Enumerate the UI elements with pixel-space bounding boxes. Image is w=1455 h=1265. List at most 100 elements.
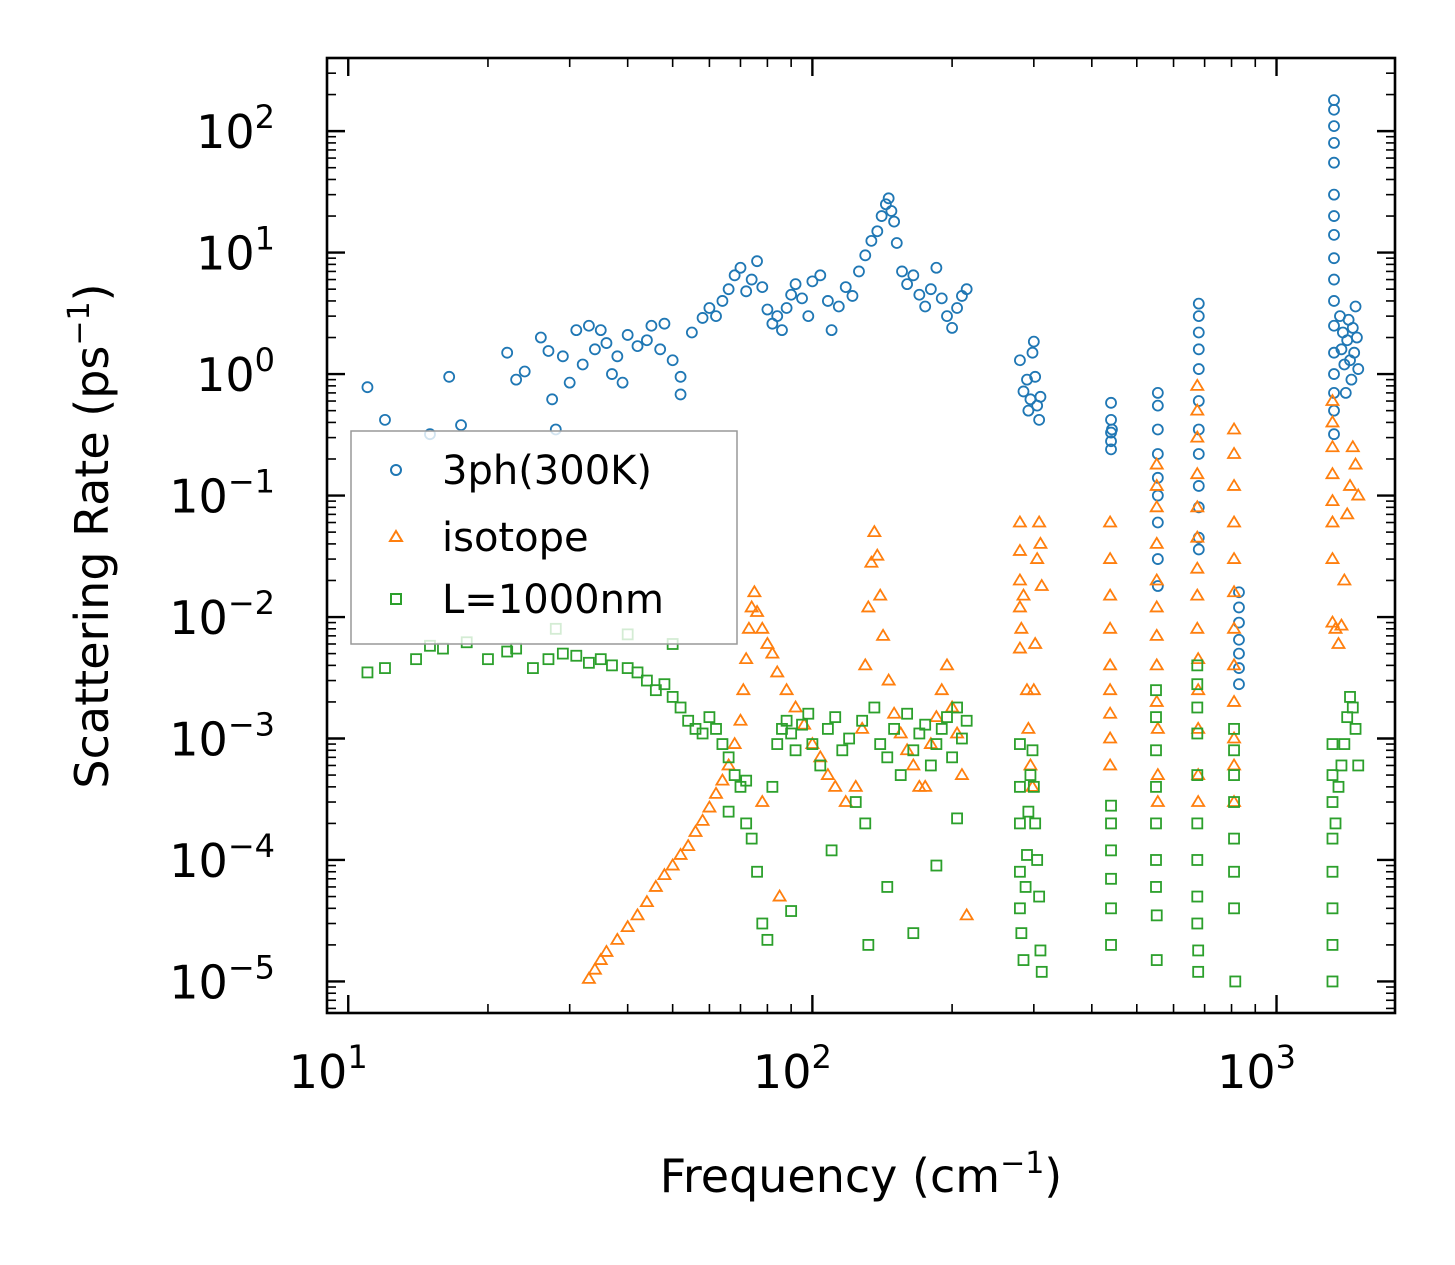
point-circle: [814, 269, 827, 282]
point-square: [1017, 954, 1030, 966]
point-triangle: [1102, 514, 1118, 528]
point-square: [1326, 938, 1339, 951]
point-circle: [631, 340, 644, 352]
point-circle: [740, 285, 753, 298]
point-circle: [1328, 368, 1340, 380]
point-square: [881, 881, 894, 893]
point-circle: [780, 302, 793, 314]
point-circle: [501, 346, 514, 359]
point-square: [930, 859, 943, 872]
point-triangle: [593, 952, 609, 965]
point-triangle: [620, 919, 636, 933]
point-circle: [853, 265, 865, 278]
point-triangle: [1102, 621, 1118, 634]
point-circle: [859, 249, 872, 262]
point-circle: [825, 324, 838, 337]
point-triangle: [939, 657, 955, 671]
point-square: [658, 678, 671, 691]
point-square: [1191, 817, 1204, 830]
point-circle: [1151, 516, 1164, 529]
point-triangle: [708, 786, 724, 799]
point-square: [907, 927, 920, 940]
point-square: [1191, 701, 1204, 714]
series-2: [361, 622, 1365, 988]
point-square: [527, 662, 539, 674]
x-axis-title-end: ): [1044, 1149, 1062, 1203]
point-square: [1326, 865, 1339, 878]
point-circle: [832, 300, 845, 313]
point-circle: [563, 376, 576, 389]
point-triangle: [598, 944, 615, 957]
point-square: [1105, 817, 1117, 830]
point-triangle: [899, 742, 915, 756]
point-triangle: [1324, 414, 1341, 428]
point-circle: [1335, 343, 1348, 356]
point-circle: [1105, 435, 1117, 448]
point-circle: [600, 337, 613, 349]
point-square: [745, 832, 758, 845]
point-triangle: [1324, 393, 1341, 406]
point-triangle: [1190, 651, 1206, 665]
point-square: [1027, 780, 1040, 793]
point-square: [946, 751, 958, 764]
point-square: [1150, 817, 1162, 830]
y-tick-label: 10−5: [169, 948, 275, 1009]
point-circle: [896, 265, 908, 278]
point-triangle: [787, 699, 804, 713]
point-square: [1150, 854, 1162, 866]
point-circle: [802, 310, 815, 323]
point-triangle: [1015, 587, 1032, 601]
point-square: [410, 653, 422, 666]
point-square: [766, 780, 779, 793]
point-triangle: [1226, 621, 1242, 634]
point-square: [631, 666, 644, 679]
point-square: [1014, 780, 1026, 793]
point-triangle: [1190, 767, 1206, 780]
point-triangle: [1350, 487, 1366, 501]
point-square: [1192, 965, 1205, 978]
point-circle: [1105, 443, 1117, 456]
point-square: [682, 714, 695, 727]
legend-label-3ph: 3ph(300K): [442, 448, 652, 494]
point-triangle: [1012, 514, 1028, 528]
point-triangle: [1189, 560, 1205, 574]
point-triangle: [1189, 402, 1205, 416]
point-circle: [1105, 396, 1117, 409]
point-circle: [1027, 335, 1040, 348]
point-circle: [946, 321, 958, 334]
point-circle: [728, 269, 741, 282]
point-circle: [1151, 553, 1164, 565]
point-circle: [1233, 601, 1245, 614]
point-circle: [570, 324, 583, 337]
point-circle: [806, 275, 819, 288]
point-triangle: [1149, 456, 1165, 470]
point-triangle: [1324, 514, 1341, 528]
point-circle: [960, 283, 973, 296]
y-axis-title-sup: −1: [62, 301, 97, 345]
point-square: [1105, 938, 1117, 951]
point-square: [740, 817, 753, 830]
point-square: [1019, 881, 1032, 893]
point-square: [825, 844, 838, 857]
point-circle: [935, 292, 948, 305]
point-triangle: [1020, 721, 1036, 734]
point-triangle: [827, 779, 843, 792]
point-triangle: [1026, 682, 1042, 696]
point-triangle: [1226, 657, 1242, 671]
point-circle: [1328, 295, 1340, 307]
point-square: [1150, 780, 1162, 793]
point-circle: [771, 310, 784, 323]
point-square: [1191, 678, 1204, 691]
legend-label-l1000nm: L=1000nm: [442, 577, 664, 623]
point-triangle: [701, 799, 717, 813]
point-triangle: [1149, 694, 1165, 707]
point-triangle: [1189, 429, 1205, 443]
point-square: [710, 722, 722, 735]
point-circle: [722, 283, 735, 296]
point-triangle: [1342, 478, 1358, 491]
point-square: [1192, 944, 1205, 957]
point-triangle: [1149, 478, 1165, 491]
point-square: [594, 653, 607, 666]
point-triangle: [863, 554, 879, 568]
point-square: [1191, 854, 1204, 866]
